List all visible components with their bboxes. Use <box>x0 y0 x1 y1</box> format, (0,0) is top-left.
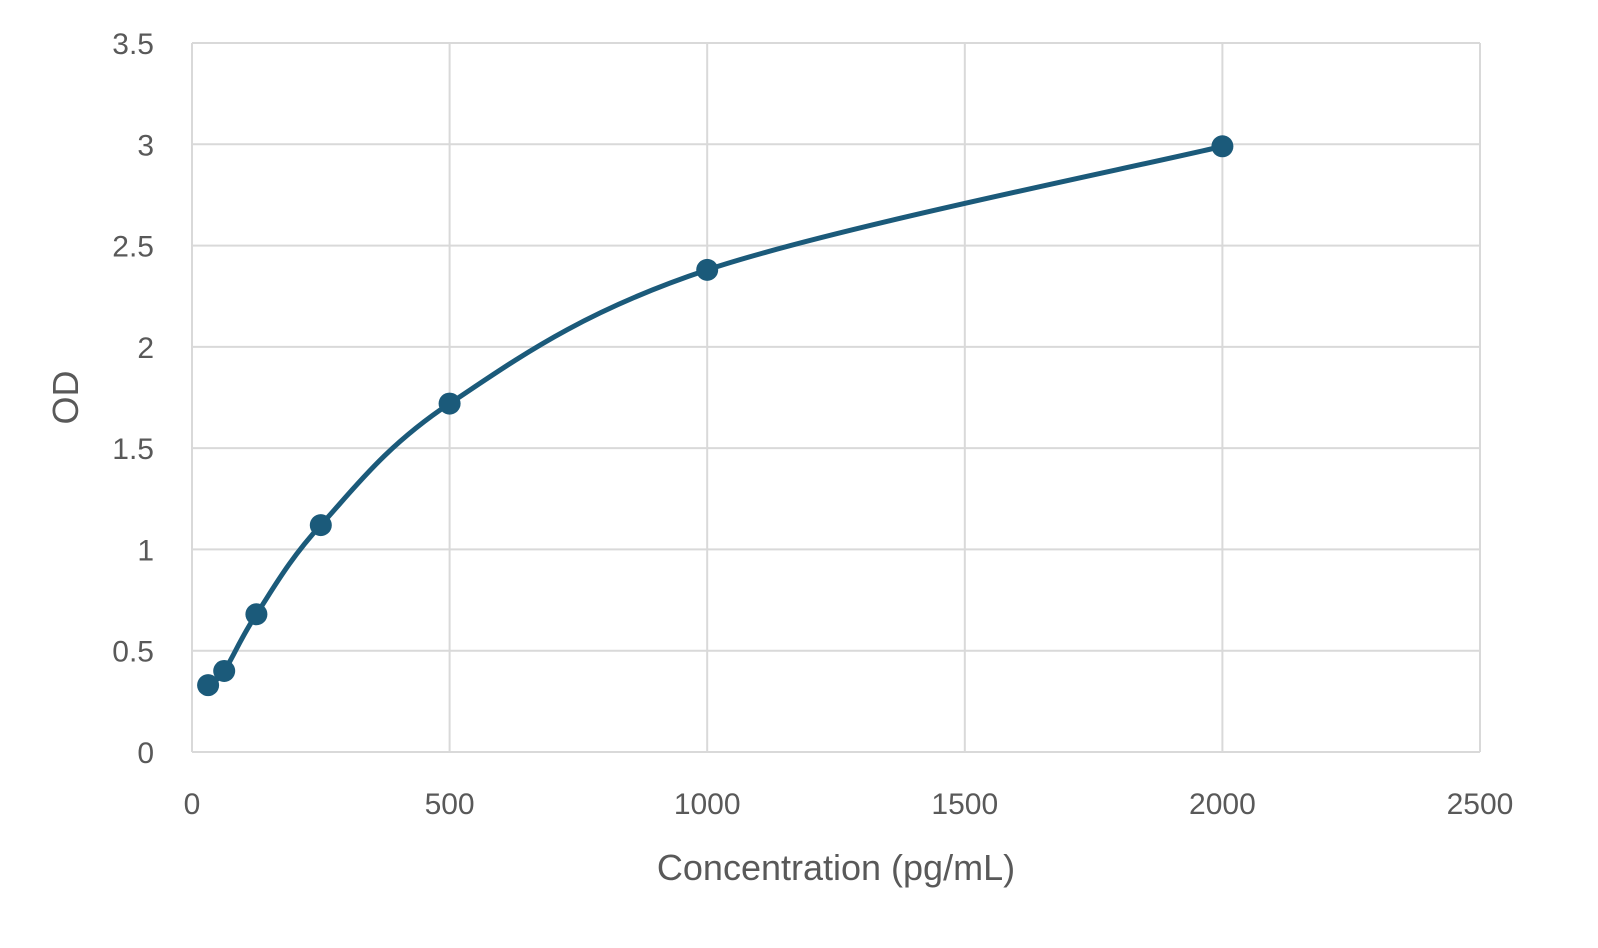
series-line <box>205 143 1225 688</box>
gridlines <box>191 42 1481 753</box>
data-point <box>1211 135 1234 158</box>
y-tick-label: 2 <box>137 332 154 365</box>
data-point <box>245 603 268 626</box>
x-tick-label: 2500 <box>1447 788 1514 821</box>
data-point <box>309 514 332 537</box>
data-point <box>696 258 719 281</box>
y-tick-label: 0.5 <box>112 636 154 669</box>
x-axis-title: Concentration (pg/mL) <box>657 847 1015 888</box>
x-tick-label: 1000 <box>674 788 741 821</box>
y-axis-ticks: 0 0.5 1 1.5 2 2.5 3 3.5 <box>112 28 154 770</box>
y-tick-label: 1 <box>137 534 154 567</box>
y-tick-label: 3 <box>137 129 154 162</box>
x-axis-ticks: 0 500 1000 1500 2000 2500 <box>184 788 1514 821</box>
y-tick-label: 2.5 <box>112 231 154 264</box>
y-tick-label: 3.5 <box>112 28 154 61</box>
y-tick-label: 0 <box>137 737 154 770</box>
data-point <box>197 674 220 697</box>
x-tick-label: 500 <box>425 788 475 821</box>
x-tick-label: 0 <box>184 788 201 821</box>
x-tick-label: 2000 <box>1189 788 1256 821</box>
x-tick-label: 1500 <box>931 788 998 821</box>
data-point <box>438 392 461 415</box>
y-tick-label: 1.5 <box>112 433 154 466</box>
data-point <box>213 659 236 682</box>
y-axis-title: OD <box>45 371 86 425</box>
series-group <box>197 135 1234 697</box>
